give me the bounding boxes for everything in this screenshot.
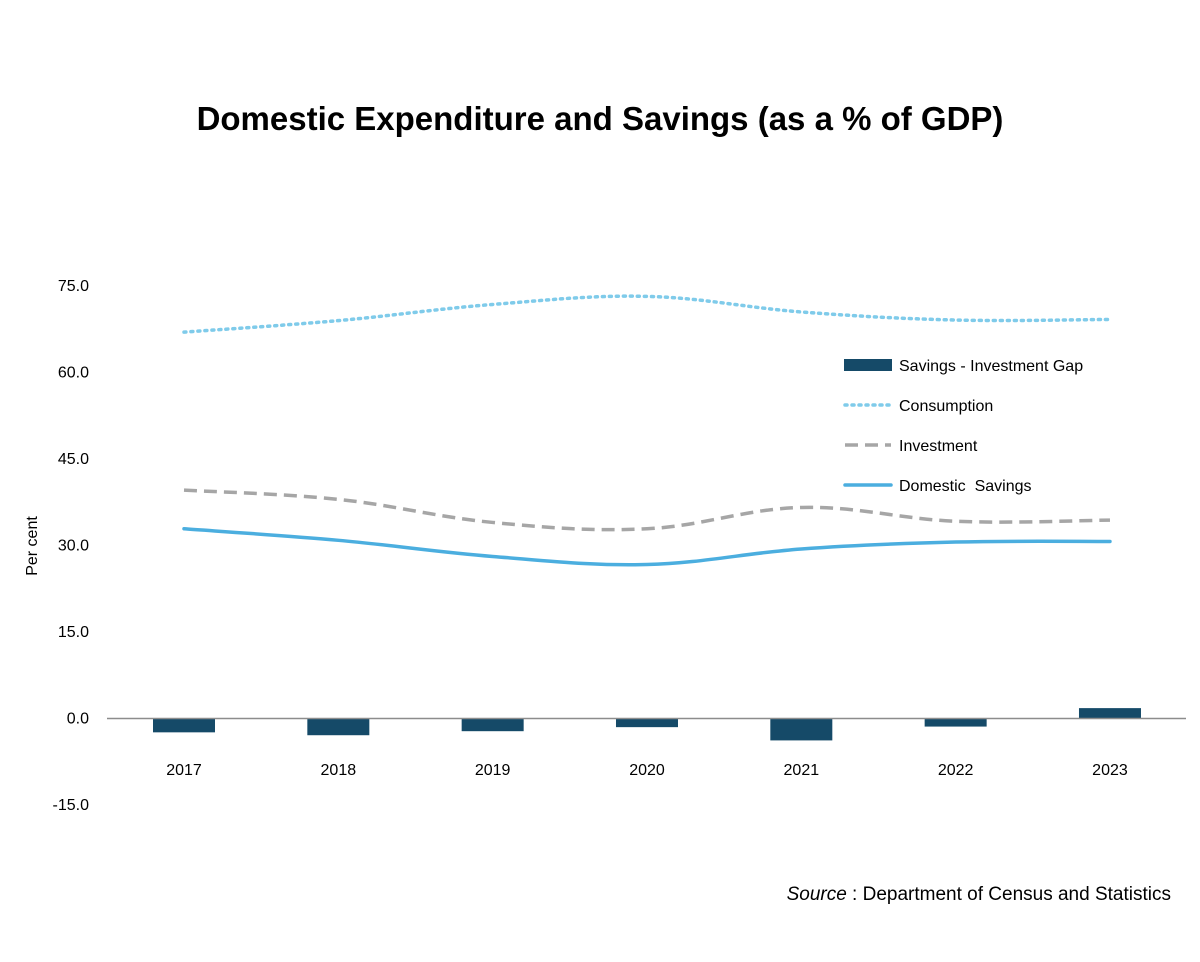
x-tick-label: 2023 [1092,762,1128,779]
y-tick-label: 75.0 [58,278,89,295]
legend-swatch [844,359,892,371]
bar [461,718,524,732]
legend-label: Savings - Investment Gap [899,358,1083,375]
x-tick-label: 2019 [475,762,511,779]
y-tick-label: 45.0 [58,451,89,468]
y-axis-ticks: 75.0 60.0 45.0 30.0 15.0 0.0 -15.0 [53,278,90,814]
series-line [182,527,1112,567]
x-tick-label: 2018 [321,762,357,779]
line-series [182,294,1112,567]
legend-label: Consumption [899,398,993,415]
bar [924,718,987,727]
y-tick-label: 60.0 [58,365,89,382]
x-tick-label: 2017 [166,762,202,779]
y-tick-label: -15.0 [53,797,90,814]
bar [615,718,678,728]
bar [153,718,215,733]
chart-title: Domestic Expenditure and Savings (as a %… [196,100,1004,137]
bar [1078,708,1141,719]
bar [770,718,833,741]
x-tick-label: 2020 [629,762,665,779]
x-tick-label: 2022 [938,762,974,779]
y-axis-label: Per cent [24,516,41,576]
series-line [183,488,1110,532]
source-note: Source : Department of Census and Statis… [787,884,1171,906]
legend-label: Domestic Savings [899,478,1032,495]
y-tick-label: 30.0 [58,538,89,555]
y-tick-label: 0.0 [67,711,89,728]
legend: Savings - Investment Gap Consumption Inves… [843,358,1083,495]
bar-series [153,708,1141,741]
bar [307,718,370,736]
series-line [182,294,1112,334]
legend-label: Investment [899,438,978,455]
x-axis-ticks: 2017 2018 2019 2020 2021 2022 2023 [166,762,1128,779]
x-tick-label: 2021 [784,762,820,779]
source-label: Source [786,884,847,905]
y-tick-label: 15.0 [58,624,89,641]
source-text: : Department of Census and Statistics [846,884,1171,905]
